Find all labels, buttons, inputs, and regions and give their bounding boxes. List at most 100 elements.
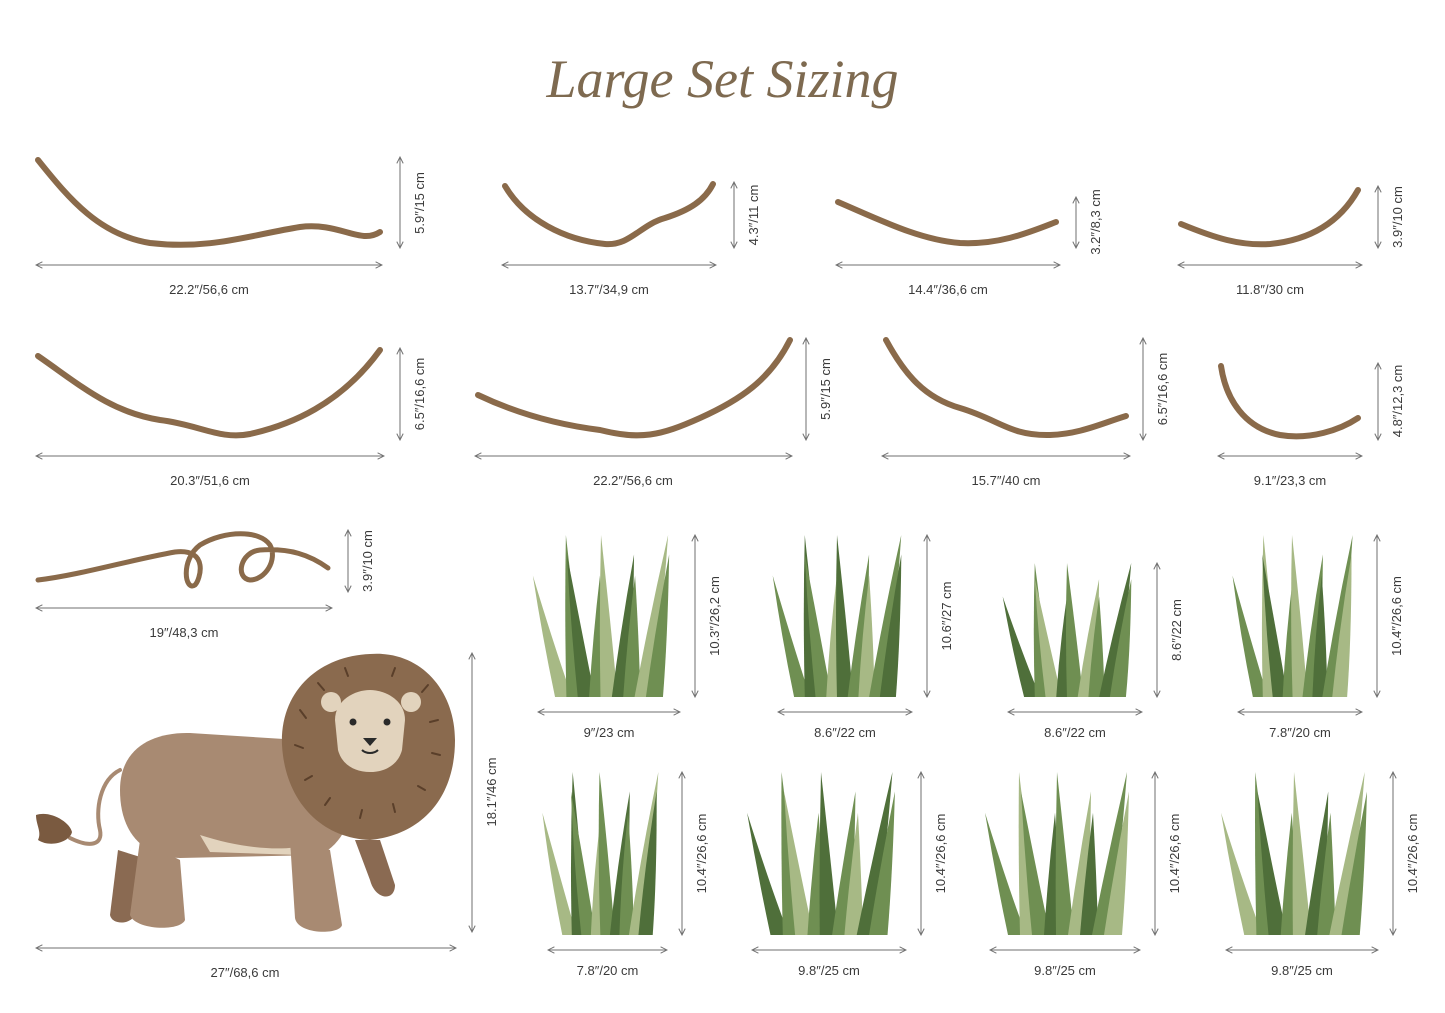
vine-dimension-arrows bbox=[36, 157, 1378, 608]
vine-4-height: 3.9″/10 cm bbox=[1390, 186, 1405, 248]
vine-9-width: 19″/48,3 cm bbox=[150, 625, 219, 640]
grass-1-width: 9″/23 cm bbox=[584, 725, 635, 740]
grass-tufts bbox=[532, 535, 1367, 935]
vine-1-height: 5.9″/15 cm bbox=[412, 172, 427, 234]
grass-blade bbox=[619, 812, 634, 935]
vine-4-width: 11.8″/30 cm bbox=[1236, 282, 1304, 297]
grass-7-height: 10.4″/26,6 cm bbox=[1167, 814, 1182, 894]
grass-blade bbox=[1088, 596, 1105, 697]
grass-blade bbox=[638, 791, 657, 935]
grass-8-width: 9.8″/25 cm bbox=[1271, 963, 1333, 978]
grass-blade bbox=[599, 535, 618, 697]
vine-7-height: 6.5″/16,6 cm bbox=[1155, 353, 1170, 426]
grass-blade bbox=[985, 812, 1026, 935]
grass-blade bbox=[1221, 812, 1263, 935]
lion-dimension-arrows bbox=[36, 653, 472, 948]
grass-8-height: 10.4″/26,6 cm bbox=[1405, 814, 1420, 894]
lion-width: 27″/68,6 cm bbox=[211, 965, 280, 980]
grass-blade bbox=[1065, 563, 1084, 697]
grass-2-width: 8.6″/22 cm bbox=[814, 725, 876, 740]
grass-tuft-1 bbox=[532, 535, 670, 697]
grass-blade bbox=[634, 535, 669, 697]
grass-blade bbox=[1099, 563, 1132, 697]
grass-blade bbox=[1262, 554, 1288, 697]
vine-2 bbox=[502, 181, 716, 248]
vine-2-width: 13.7″/34,9 cm bbox=[569, 282, 649, 297]
vine-7-width: 15.7″/40 cm bbox=[972, 473, 1041, 488]
grass-blade bbox=[645, 554, 670, 697]
grass-blade bbox=[1341, 791, 1367, 935]
grass-tuft-8 bbox=[1221, 772, 1367, 935]
grass-blade bbox=[819, 772, 839, 935]
grass-dimension-arrows bbox=[538, 535, 1393, 950]
vine-3 bbox=[835, 199, 1059, 247]
grass-7-width: 9.8″/25 cm bbox=[1034, 963, 1096, 978]
grass-blade bbox=[623, 575, 641, 697]
vine-6 bbox=[475, 337, 793, 439]
grass-tuft-3 bbox=[1002, 563, 1132, 697]
grass-blade bbox=[1092, 772, 1127, 935]
grass-blade bbox=[1021, 791, 1050, 935]
grass-blade bbox=[1232, 575, 1268, 697]
grass-5-width: 7.8″/20 cm bbox=[577, 963, 639, 978]
grass-tuft-6 bbox=[747, 772, 895, 935]
vine-6-height: 5.9″/15 cm bbox=[818, 358, 833, 420]
vine-3-height: 3.2″/8,3 cm bbox=[1088, 189, 1103, 254]
grass-blade bbox=[1322, 535, 1353, 697]
vine-4 bbox=[1178, 187, 1361, 248]
vine-5-height: 6.5″/16,6 cm bbox=[412, 358, 427, 431]
grass-blade bbox=[1055, 772, 1074, 935]
grass-blade bbox=[1034, 579, 1062, 697]
grass-6-height: 10.4″/26,6 cm bbox=[933, 814, 948, 894]
vine-5-width: 20.3″/51,6 cm bbox=[170, 473, 250, 488]
grass-blade bbox=[1257, 791, 1287, 935]
grass-blade bbox=[1104, 791, 1129, 935]
grass-blade bbox=[879, 554, 902, 697]
grass-blade bbox=[804, 554, 832, 697]
grass-blade bbox=[1002, 596, 1041, 697]
grass-dimension-labels: 9″/23 cm 10.3″/26,2 cm 8.6″/22 cm 10.6″/27 … bbox=[577, 576, 1420, 978]
grass-blade bbox=[1109, 579, 1132, 697]
grass-5-height: 10.4″/26,6 cm bbox=[694, 814, 709, 894]
grass-blade bbox=[598, 772, 615, 935]
vine-9 bbox=[35, 531, 331, 589]
grass-2-height: 10.6″/27 cm bbox=[939, 582, 954, 651]
grass-blade bbox=[1312, 575, 1328, 697]
grass-3-width: 8.6″/22 cm bbox=[1044, 725, 1106, 740]
lion-height: 18.1″/46 cm bbox=[484, 758, 499, 827]
grass-tuft-2 bbox=[772, 535, 902, 697]
page-title: Large Set Sizing bbox=[546, 49, 899, 109]
grass-6-width: 9.8″/25 cm bbox=[798, 963, 860, 978]
grass-tuft-5 bbox=[542, 772, 659, 935]
vine-8 bbox=[1218, 363, 1361, 440]
grass-blade bbox=[784, 791, 814, 935]
grass-blade bbox=[1080, 812, 1098, 935]
grass-3-height: 8.6″/22 cm bbox=[1169, 599, 1184, 661]
vine-1-width: 22.2″/56,6 cm bbox=[169, 282, 249, 297]
grass-4-width: 7.8″/20 cm bbox=[1269, 725, 1331, 740]
grass-blade bbox=[532, 575, 573, 697]
grass-blade bbox=[1291, 535, 1308, 697]
grass-blade bbox=[844, 812, 863, 935]
grass-tuft-7 bbox=[985, 772, 1129, 935]
grass-blade bbox=[1292, 772, 1312, 935]
grass-tuft-4 bbox=[1232, 535, 1353, 697]
grass-blade bbox=[1317, 812, 1336, 935]
vine-7 bbox=[883, 337, 1129, 439]
grass-blade bbox=[570, 791, 596, 935]
grass-blade bbox=[747, 812, 789, 935]
grass-blade bbox=[856, 772, 893, 935]
grass-blade bbox=[869, 791, 895, 935]
vine-2-height: 4.3″/11 cm bbox=[746, 185, 761, 246]
grass-blade bbox=[566, 554, 595, 697]
vine-3-width: 14.4″/36,6 cm bbox=[908, 282, 988, 297]
grass-4-height: 10.4″/26,6 cm bbox=[1389, 576, 1404, 656]
grass-1-height: 10.3″/26,2 cm bbox=[707, 576, 722, 656]
vine-9-height: 3.9″/10 cm bbox=[360, 530, 375, 592]
grass-blade bbox=[1329, 772, 1365, 935]
grass-blade bbox=[542, 812, 577, 935]
vine-8-width: 9.1″/23,3 cm bbox=[1254, 473, 1327, 488]
vine-1 bbox=[35, 157, 383, 248]
vine-5 bbox=[35, 347, 383, 439]
